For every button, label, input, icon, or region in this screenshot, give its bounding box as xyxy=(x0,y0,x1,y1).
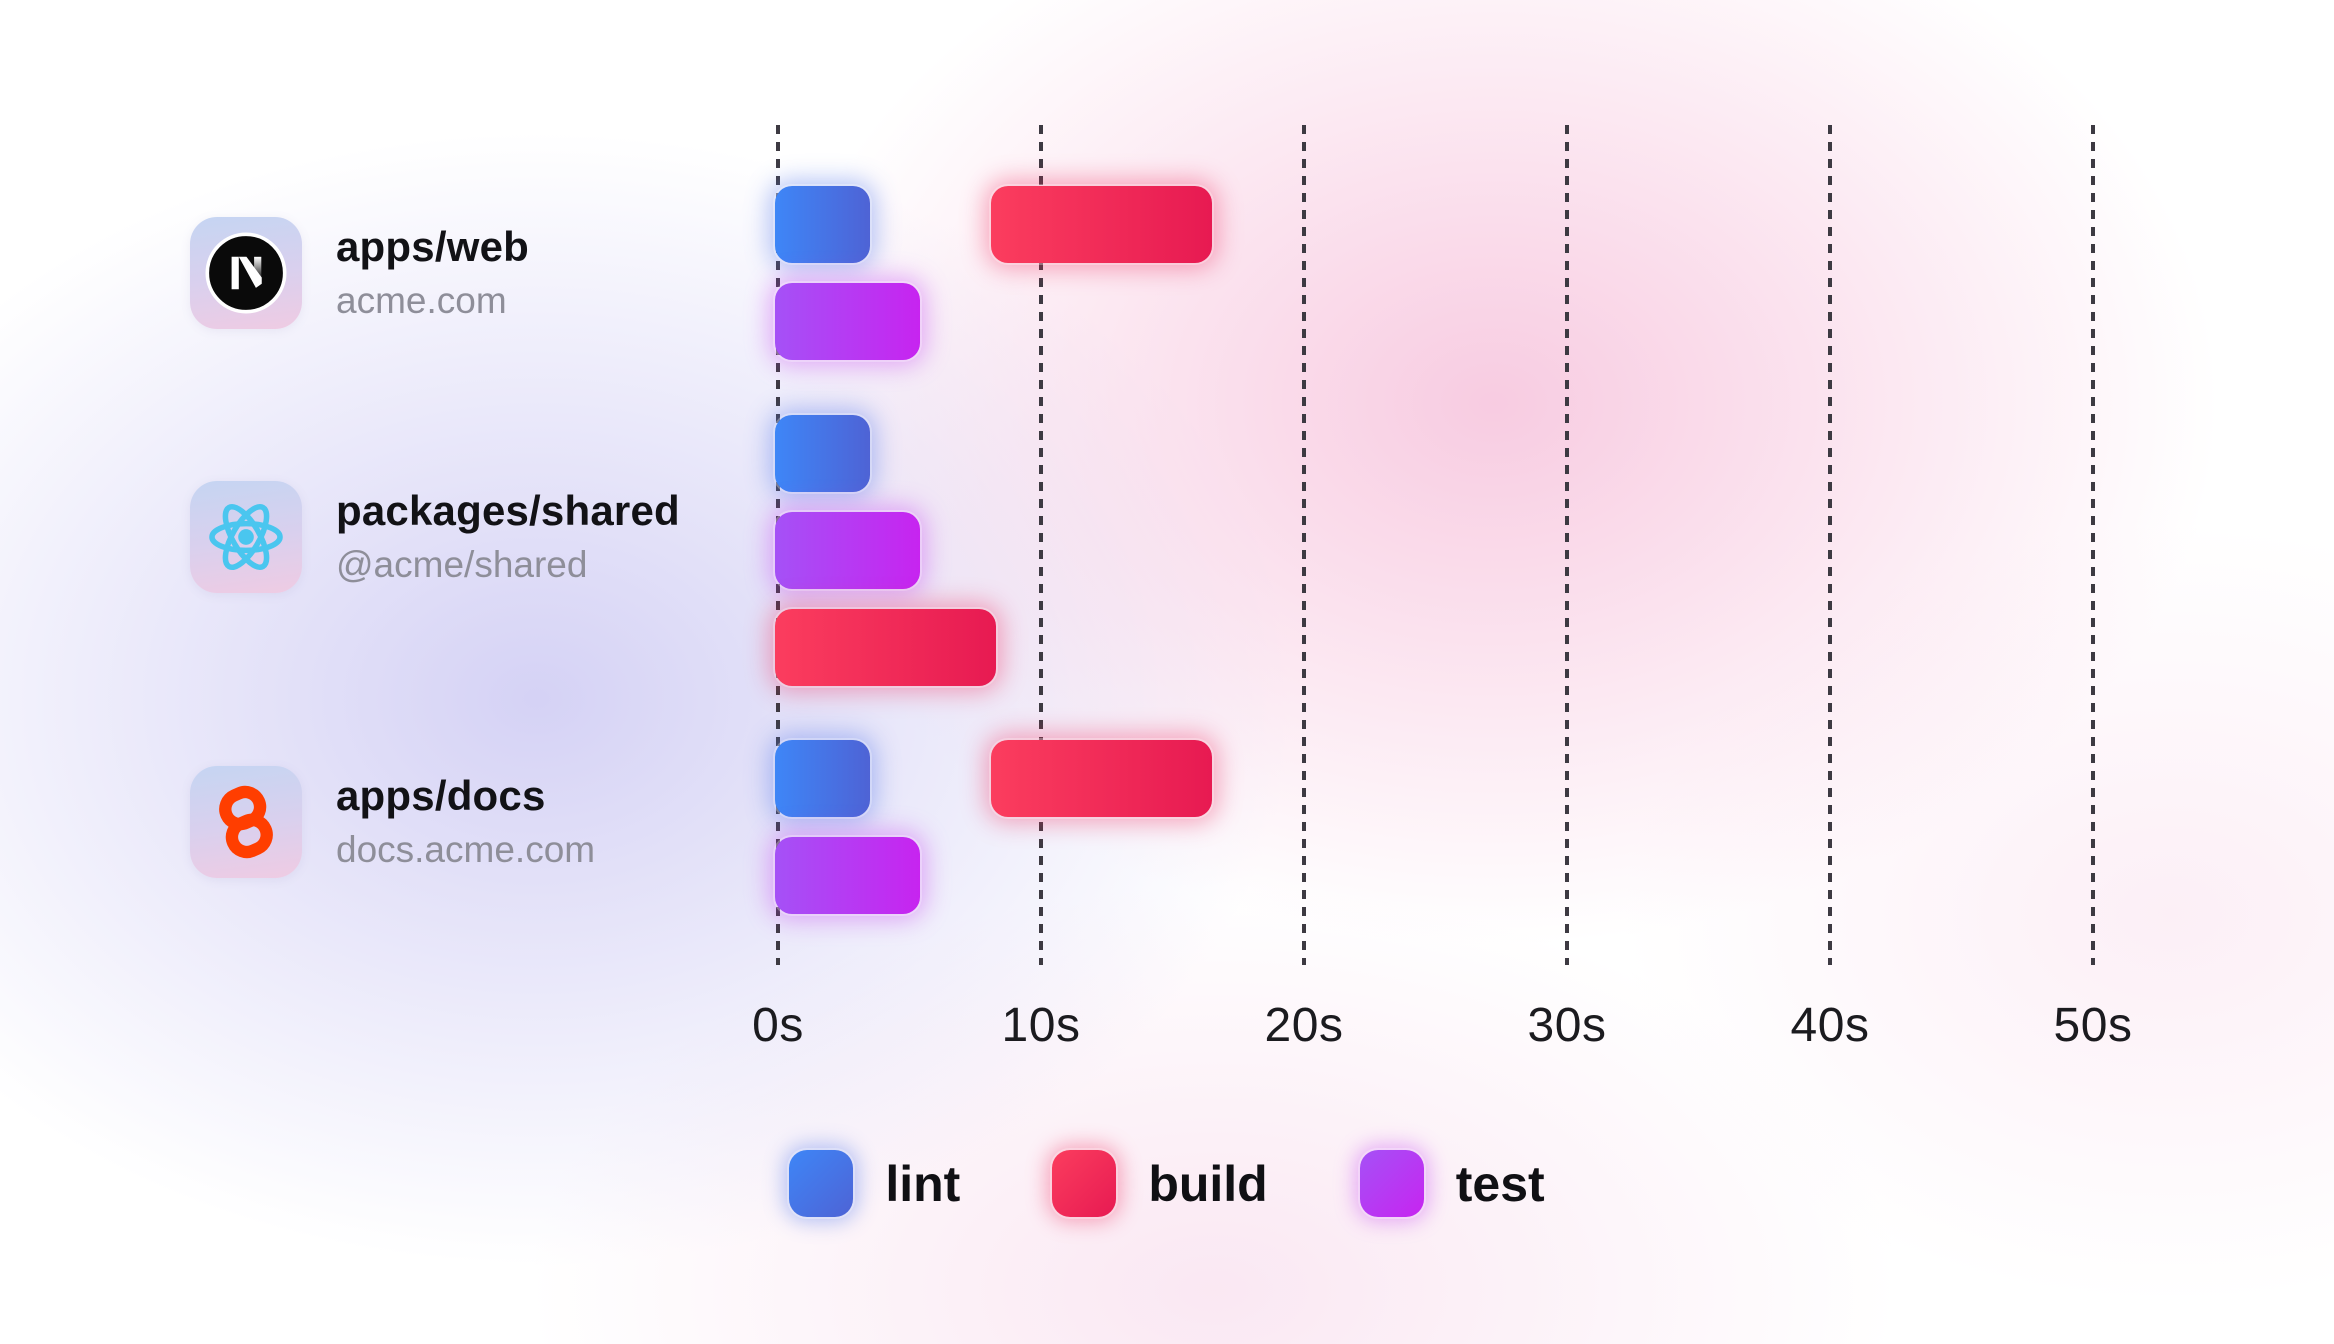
test-swatch xyxy=(1359,1150,1424,1217)
lint-swatch xyxy=(789,1150,854,1217)
legend-item-build[interactable]: build xyxy=(1052,1150,1268,1217)
task-bar-lint[interactable] xyxy=(775,740,870,817)
legend: lint build test xyxy=(0,1150,2334,1217)
nextjs-icon xyxy=(190,217,302,329)
package-domain: docs.acme.com xyxy=(336,829,596,870)
react-icon xyxy=(190,481,302,593)
axis-tick-label: 10s xyxy=(1001,999,1081,1052)
axis-tick-label: 40s xyxy=(1790,999,1870,1052)
package-domain: @acme/shared xyxy=(336,544,588,585)
gridline-40s xyxy=(1828,125,1832,965)
row-label-apps-docs: apps/docs docs.acme.com xyxy=(190,766,595,878)
legend-item-test[interactable]: test xyxy=(1359,1150,1545,1217)
task-bar-test[interactable] xyxy=(775,512,920,589)
task-bar-build[interactable] xyxy=(775,609,996,686)
svelte-icon xyxy=(190,766,302,878)
build-swatch xyxy=(1052,1150,1117,1217)
task-bar-test[interactable] xyxy=(775,837,920,914)
task-bar-lint[interactable] xyxy=(775,186,870,263)
task-bar-test[interactable] xyxy=(775,283,920,360)
task-bar-build[interactable] xyxy=(990,186,1212,263)
gridline-10s xyxy=(1039,125,1043,965)
task-bar-build[interactable] xyxy=(990,740,1212,817)
row-label-apps-web: apps/web acme.com xyxy=(190,217,529,329)
legend-label: build xyxy=(1148,1155,1268,1212)
axis-tick-label: 0s xyxy=(752,999,804,1052)
axis-tick-label: 20s xyxy=(1264,999,1344,1052)
task-bar-lint[interactable] xyxy=(775,415,870,492)
legend-label: test xyxy=(1455,1155,1545,1212)
package-name: apps/docs xyxy=(336,772,546,819)
legend-item-lint[interactable]: lint xyxy=(789,1150,960,1217)
gridline-50s xyxy=(2091,125,2095,965)
package-domain: acme.com xyxy=(336,280,507,321)
axis-tick-label: 30s xyxy=(1527,999,1607,1052)
gridline-20s xyxy=(1302,125,1306,965)
row-label-packages-shared: packages/shared @acme/shared xyxy=(190,481,680,593)
axis-tick-label: 50s xyxy=(2053,999,2133,1052)
package-name: packages/shared xyxy=(336,487,680,534)
gridline-30s xyxy=(1565,125,1569,965)
legend-label: lint xyxy=(885,1155,961,1212)
package-name: apps/web xyxy=(336,223,529,270)
